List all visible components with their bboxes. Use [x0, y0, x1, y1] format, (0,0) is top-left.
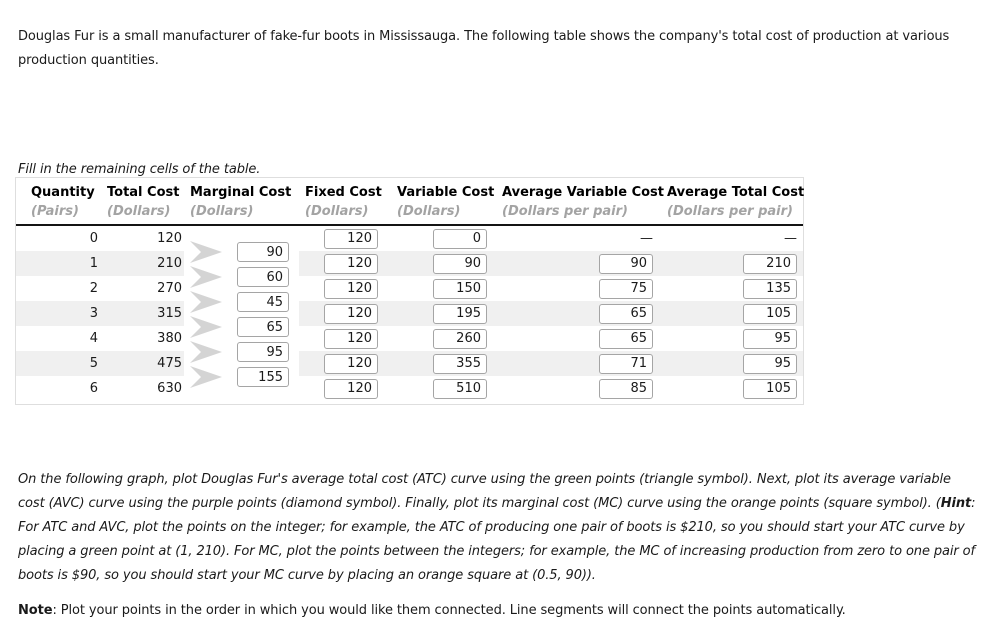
graph-instructions-text: On the following graph, plot Douglas Fur… — [18, 472, 951, 511]
chevron-right-icon — [190, 291, 222, 313]
table-row: 1 210 — [16, 251, 803, 276]
avg-variable-cost-input[interactable] — [599, 378, 653, 399]
fixed-cost-input[interactable] — [324, 328, 378, 349]
marginal-cost-item — [190, 266, 289, 288]
fixed-cost-input[interactable] — [324, 278, 378, 299]
quantity-value: 4 — [89, 331, 98, 346]
marginal-cost-input[interactable] — [237, 292, 289, 312]
quantity-value: 5 — [16, 351, 101, 376]
column-header-total-cost: Total Cost (Dollars) — [107, 185, 180, 219]
variable-cost-input[interactable] — [433, 378, 487, 399]
avg-total-cost-input[interactable] — [743, 303, 797, 324]
cost-table: Quantity (Pairs) Total Cost (Dollars) Ma… — [15, 177, 804, 405]
note-paragraph: Note: Plot your points in the order in w… — [18, 599, 976, 623]
total-cost-value: 120 — [157, 231, 182, 246]
table-row: 0 120 — — — [16, 226, 803, 251]
variable-cost-input[interactable] — [433, 328, 487, 349]
table-row: 3 315 — [16, 301, 803, 326]
marginal-cost-item — [190, 241, 289, 263]
table-body: 0 120 — — 1 210 2 270 — [16, 226, 803, 404]
total-cost-value: 630 — [157, 381, 182, 396]
chevron-right-icon — [190, 341, 222, 363]
marginal-cost-item — [190, 291, 289, 313]
fixed-cost-input[interactable] — [324, 303, 378, 324]
quantity-value: 2 — [89, 281, 98, 296]
column-header-avg-variable-cost: Average Variable Cost (Dollars per pair) — [502, 185, 665, 219]
quantity-value: 6 — [89, 381, 98, 396]
marginal-cost-input[interactable] — [237, 317, 289, 337]
table-row: 4 380 — [16, 326, 803, 351]
table-row: 5 475 — [16, 351, 803, 376]
variable-cost-input[interactable] — [433, 278, 487, 299]
total-cost-value: 380 — [157, 331, 182, 346]
variable-cost-input[interactable] — [433, 353, 487, 374]
fixed-cost-input[interactable] — [324, 228, 378, 249]
column-header-fixed-cost: Fixed Cost (Dollars) — [305, 185, 382, 219]
avg-total-cost-input[interactable] — [743, 253, 797, 274]
avg-total-cost-input[interactable] — [743, 278, 797, 299]
total-cost-value: 315 — [101, 301, 184, 326]
marginal-cost-item — [190, 316, 289, 338]
fill-instruction: Fill in the remaining cells of the table… — [18, 162, 261, 177]
chevron-right-icon — [190, 366, 222, 388]
column-header-marginal-cost: Marginal Cost (Dollars) — [190, 185, 292, 219]
chevron-right-icon — [190, 316, 222, 338]
total-cost-value: 210 — [101, 251, 184, 276]
total-cost-value: 475 — [101, 351, 184, 376]
fixed-cost-input[interactable] — [324, 378, 378, 399]
marginal-cost-input[interactable] — [237, 367, 289, 387]
avg-total-cost-input[interactable] — [743, 328, 797, 349]
column-header-variable-cost: Variable Cost (Dollars) — [397, 185, 495, 219]
marginal-cost-item — [190, 366, 289, 388]
marginal-cost-item — [190, 341, 289, 363]
table-row: 6 630 — [16, 376, 803, 401]
column-header-avg-total-cost: Average Total Cost (Dollars per pair) — [667, 185, 805, 219]
intro-paragraph: Douglas Fur is a small manufacturer of f… — [18, 29, 950, 68]
avg-variable-cost-input[interactable] — [599, 328, 653, 349]
fixed-cost-input[interactable] — [324, 353, 378, 374]
marginal-cost-input[interactable] — [237, 242, 289, 262]
quantity-value: 1 — [16, 251, 101, 276]
note-text: : Plot your points in the order in which… — [52, 603, 846, 618]
avg-total-cost-input[interactable] — [743, 378, 797, 399]
column-header-quantity: Quantity (Pairs) — [31, 185, 95, 219]
variable-cost-input[interactable] — [433, 228, 487, 249]
table-header-row: Quantity (Pairs) Total Cost (Dollars) Ma… — [16, 178, 805, 226]
fixed-cost-input[interactable] — [324, 253, 378, 274]
graph-instructions-hint-text: : For ATC and AVC, plot the points on th… — [18, 496, 976, 583]
marginal-cost-input[interactable] — [237, 267, 289, 287]
total-cost-value: 270 — [157, 281, 182, 296]
table-row: 2 270 — [16, 276, 803, 301]
avg-variable-cost-input[interactable] — [599, 278, 653, 299]
quantity-value: 0 — [89, 231, 98, 246]
hint-label: Hint — [940, 496, 972, 511]
avg-total-cost-dash: — — [784, 231, 797, 246]
avg-variable-cost-input[interactable] — [599, 353, 653, 374]
note-label: Note — [18, 603, 53, 618]
marginal-cost-input[interactable] — [237, 342, 289, 362]
avg-total-cost-input[interactable] — [743, 353, 797, 374]
graph-instructions: On the following graph, plot Douglas Fur… — [18, 468, 976, 588]
avg-variable-cost-input[interactable] — [599, 253, 653, 274]
avg-variable-cost-dash: — — [640, 231, 653, 246]
variable-cost-input[interactable] — [433, 253, 487, 274]
chevron-right-icon — [190, 266, 222, 288]
avg-variable-cost-input[interactable] — [599, 303, 653, 324]
quantity-value: 3 — [16, 301, 101, 326]
variable-cost-input[interactable] — [433, 303, 487, 324]
chevron-right-icon — [190, 241, 222, 263]
